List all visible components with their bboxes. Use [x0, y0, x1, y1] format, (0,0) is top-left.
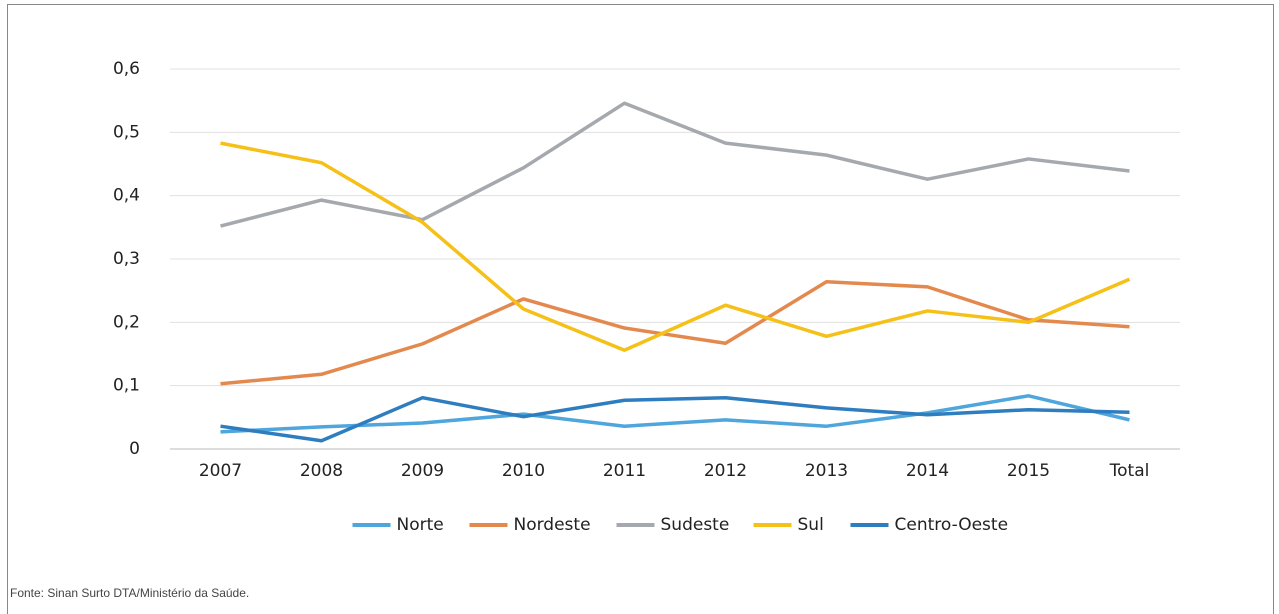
x-tick-label: 2011: [603, 461, 646, 481]
x-tick-label: Total: [1109, 461, 1150, 481]
y-tick-label: 0,6: [113, 59, 140, 79]
y-tick-label: 0,1: [113, 376, 140, 396]
x-tick-label: 2014: [906, 461, 949, 481]
series-line: [220, 101, 1130, 228]
legend-label: Sul: [798, 515, 824, 535]
legend-label: Centro-Oeste: [895, 515, 1009, 535]
x-tick-label: 2010: [502, 461, 545, 481]
legend-label: Sudeste: [661, 515, 730, 535]
series-line: [220, 394, 1130, 434]
series-line: [220, 395, 1130, 443]
x-tick-label: 2008: [300, 461, 343, 481]
y-tick-label: 0,5: [113, 122, 140, 142]
y-tick-label: 0: [129, 439, 140, 459]
x-tick-label: 2015: [1007, 461, 1050, 481]
y-tick-label: 0,4: [113, 186, 140, 206]
legend-label: Nordeste: [514, 515, 591, 535]
x-tick-label: 2013: [805, 461, 848, 481]
series-line: [220, 141, 1131, 352]
y-tick-label: 0,2: [113, 312, 140, 332]
legend-label: Norte: [397, 515, 444, 535]
x-tick-label: 2007: [199, 461, 242, 481]
x-tick-label: 2012: [704, 461, 747, 481]
series-line: [220, 280, 1130, 386]
frame: [7, 4, 1274, 614]
source-note: Fonte: Sinan Surto DTA/Ministério da Saú…: [10, 586, 249, 600]
x-tick-label: 2009: [401, 461, 444, 481]
y-tick-label: 0,3: [113, 249, 140, 269]
